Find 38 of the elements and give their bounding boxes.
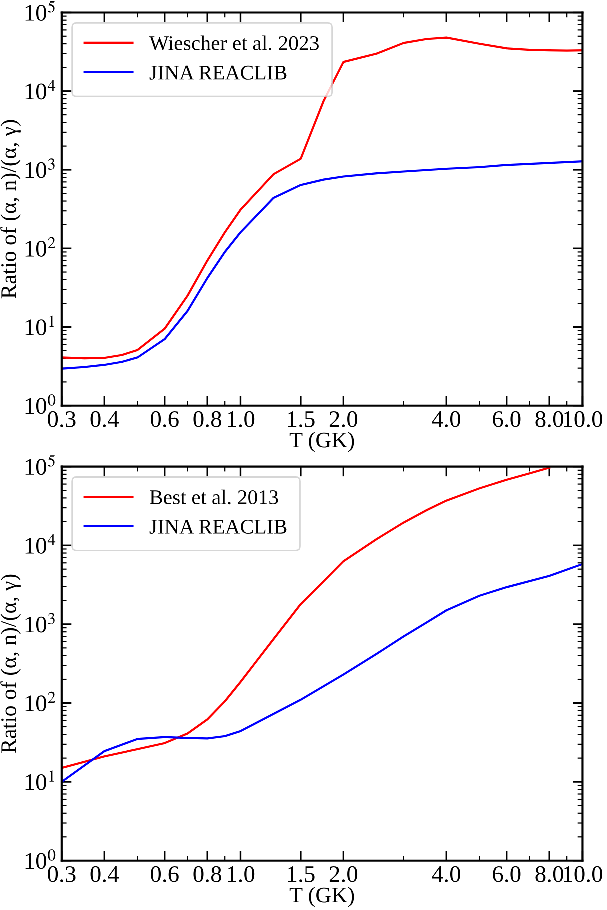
legend-label: JINA REACLIB [150, 66, 287, 80]
x-tick-label: 8.0 [536, 411, 564, 428]
x-tick-label: 0.8 [194, 411, 222, 428]
x-tick-label: 0.4 [90, 866, 120, 882]
x-tick-label: 2.0 [330, 866, 358, 882]
x-tick-label: 8.0 [536, 866, 564, 882]
y-tick-label: 10$^{5}$ [26, 455, 55, 476]
x-tick-label: 1.0 [228, 411, 255, 428]
x-tick-label: 1.0 [228, 866, 255, 882]
x-axis-title: T (GK) [290, 887, 354, 908]
x-axis-title: T (GK) [290, 432, 354, 452]
x-tick-label: 0.6 [151, 411, 179, 428]
legend-label: Best et al. 2013 [150, 490, 278, 505]
y-tick-label: 10$^{1}$ [26, 770, 54, 790]
y-axis-title: Ratio of (α, n)/(α, γ) [0, 574, 21, 754]
y-tick-label: 10$^{1}$ [26, 316, 54, 336]
y-tick-label: 10$^{3}$ [26, 613, 55, 633]
y-tick-label: 10$^{5}$ [26, 1, 55, 22]
x-tick-label: 6.0 [493, 411, 521, 428]
x-tick-label: 0.4 [90, 411, 120, 428]
y-tick-label: 10$^{3}$ [26, 158, 55, 178]
x-tick-label: 0.6 [151, 866, 179, 882]
y-tick-label: 10$^{4}$ [26, 80, 56, 100]
y-axis-title: Ratio of (α, n)/(α, γ) [0, 120, 21, 299]
x-tick-label: 4.0 [432, 866, 460, 882]
y-tick-label: 10$^{2}$ [26, 237, 56, 257]
x-tick-label: 2.0 [330, 411, 358, 428]
x-tick-label: 4.0 [432, 411, 460, 428]
x-tick-label: 10.0 [564, 411, 602, 428]
x-tick-label: 6.0 [493, 866, 521, 882]
y-tick-label: 10$^{2}$ [26, 692, 56, 712]
legend-label: Wiescher et al. 2023 [149, 36, 319, 51]
legend-label: JINA REACLIB [150, 520, 287, 534]
x-tick-label: 0.8 [194, 866, 222, 882]
x-tick-label: 1.5 [288, 866, 315, 882]
x-tick-label: 1.5 [288, 412, 315, 428]
x-tick-label: 10.0 [564, 866, 602, 882]
y-tick-label: 10$^{4}$ [26, 534, 56, 554]
